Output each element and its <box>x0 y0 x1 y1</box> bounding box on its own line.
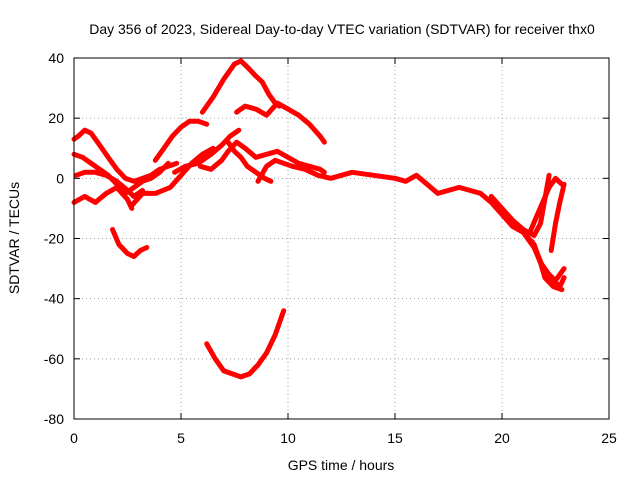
series-line-arc-9 <box>197 139 327 175</box>
series-layer <box>71 58 567 380</box>
y-tick-label: -40 <box>44 291 64 307</box>
series-line-arc-3 <box>73 169 145 199</box>
series-line-arc-10 <box>225 139 274 184</box>
y-tick-label: 0 <box>56 170 64 186</box>
y-tick-label: -60 <box>44 351 64 367</box>
series-line-arc-8 <box>172 127 242 175</box>
series-line-arc-17 <box>527 175 565 235</box>
y-tick-label: 20 <box>48 110 64 126</box>
x-tick-label: 20 <box>494 430 510 446</box>
series-line-arc-5 <box>129 145 216 208</box>
grid-layer <box>74 58 609 419</box>
x-tick-label: 10 <box>280 430 296 446</box>
x-tick-label: 5 <box>177 430 185 446</box>
series-line-arc-4 <box>71 184 135 211</box>
series-line-arc-12 <box>199 58 282 115</box>
y-tick-label: -80 <box>44 411 64 427</box>
y-axis-label: SDTVAR / TECUs <box>6 182 22 294</box>
x-tick-label: 25 <box>601 430 617 446</box>
x-tick-label: 15 <box>387 430 403 446</box>
y-tick-label: 40 <box>48 50 64 66</box>
series-line-arc-14 <box>204 308 287 380</box>
y-tick-label: -20 <box>44 231 64 247</box>
series-line-arc-6 <box>110 227 150 259</box>
x-axis-label: GPS time / hours <box>288 457 395 473</box>
x-tick-label: 0 <box>70 430 78 446</box>
tick-layer: 0 5 10 15 20 25 -80 -60 -40 -20 0 20 40 <box>44 50 617 446</box>
series-line-arc-13 <box>234 100 327 145</box>
chart-title: Day 356 of 2023, Sidereal Day-to-day VTE… <box>89 21 595 37</box>
series-line-arc-19 <box>548 181 567 253</box>
series-line-arc-7 <box>152 118 210 163</box>
series-line-arc-18 <box>529 239 567 290</box>
